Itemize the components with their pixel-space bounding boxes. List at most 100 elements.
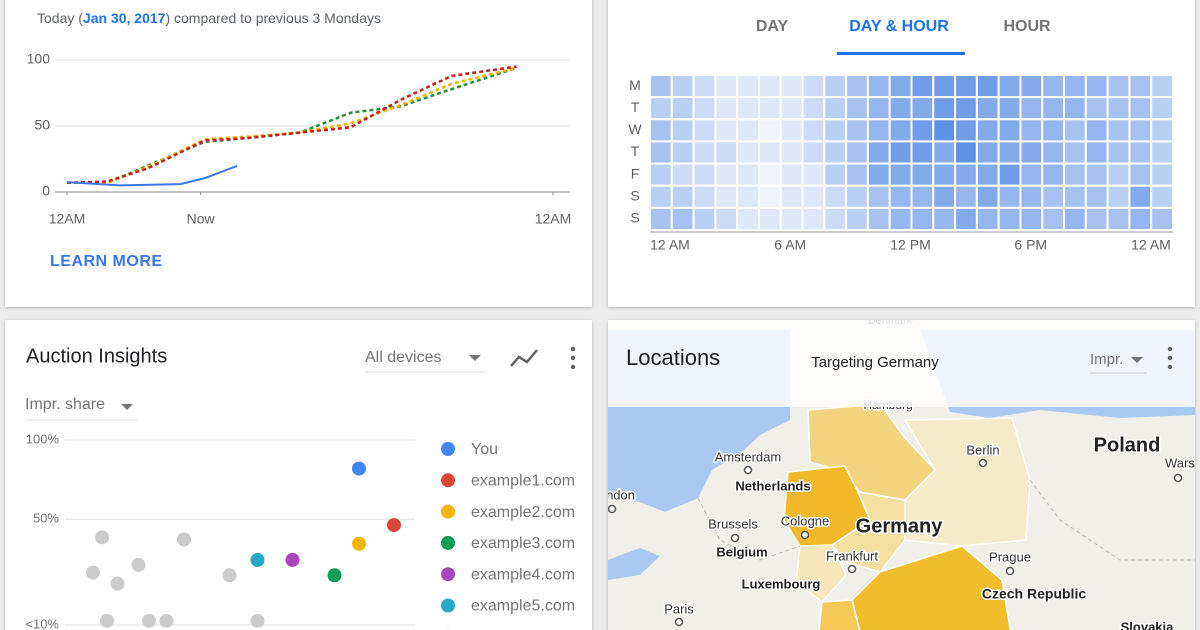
y-tick-label: 100% [26,431,60,446]
map-label: Netherlands [735,478,810,493]
heat-cell [975,140,1000,165]
dropdown-arrow[interactable] [469,355,481,361]
trend-icon[interactable] [510,349,538,367]
heat-cell [845,184,869,209]
heat-cell [997,118,1022,143]
heat-cell [1150,184,1175,209]
heat-cell [757,118,782,143]
heat-cell [801,96,826,121]
heat-cell [975,184,1000,209]
heat-cell [1106,140,1131,165]
x-tick-label: 12AM [49,211,86,227]
heat-cell [1041,184,1066,209]
metric-dropdown[interactable]: Impr. share [25,396,105,413]
heat-cell [888,184,913,209]
row-label: T [631,143,640,159]
point [327,568,342,583]
map-label: Frankfurt [826,548,878,563]
sea [608,548,660,580]
heat-cell [714,184,739,209]
point [95,530,110,545]
heat-cell [1041,74,1066,99]
heat-cell [649,162,673,187]
row-label: F [631,165,640,181]
heat-cell [910,96,935,121]
heat-cell [757,184,782,209]
heat-cell [1128,74,1153,99]
more-menu[interactable] [570,346,576,370]
legend-swatch [441,598,455,613]
heat-cell [888,140,913,165]
legend-swatch [441,473,455,488]
legend-swatch [441,535,455,550]
heat-cell [670,162,695,187]
heat-cell [779,184,804,209]
city-dot [1173,473,1183,483]
heat-cell [823,206,848,232]
legend-label: example1.com [471,473,575,490]
card-title: Locations [626,345,720,370]
map-label: Czech Republic [982,586,1086,602]
y-tick-label: 100 [27,51,51,67]
tab[interactable]: DAY [756,18,789,35]
y-tick-label: 50% [33,511,59,526]
heat-cell [910,206,935,232]
heat-cell [1041,96,1066,121]
heat-cell [845,206,869,232]
heat-cell [866,206,891,232]
point [131,557,146,572]
map-label: Luxembourg [742,576,821,591]
metric-dropdown[interactable]: Impr. [1090,351,1123,368]
heat-cell [1084,184,1109,209]
regions [783,403,1031,630]
point [159,613,174,628]
heat-cell [779,96,804,121]
heat-cell [757,206,782,232]
point [100,613,114,628]
city-dot [608,504,617,514]
series-line [67,66,517,185]
heat-cell [888,74,913,99]
city-dot [978,458,988,468]
learn-more-link[interactable]: LEARN MORE [50,253,163,270]
heat-cell [1084,118,1109,143]
heat-cell [888,206,913,232]
heat-cell [1063,118,1087,143]
heat-cell [823,140,848,165]
heat-cell [779,118,804,143]
heat-cell [736,74,760,99]
device-dropdown[interactable]: All devices [365,349,441,366]
more-menu[interactable] [1167,346,1173,370]
card-title: Auction Insights [26,345,167,367]
city-dot [1005,566,1015,576]
point [222,568,237,583]
tab[interactable]: DAY & HOUR [849,18,949,35]
point [285,552,300,567]
map-label: Brussels [708,516,758,531]
heat-cell [1150,162,1175,187]
tab[interactable]: HOUR [1003,18,1051,35]
point [177,532,191,547]
dropdown-arrow[interactable] [1131,357,1143,363]
heat-cell [714,74,739,99]
subtitle-suffix: ) compared to previous 3 Mondays [165,10,381,26]
row-label: M [629,77,641,93]
point [352,536,366,551]
heat-cell [1150,96,1175,121]
dropdown-arrow[interactable] [121,404,133,410]
x-label: 12 AM [650,237,690,253]
heat-cell [670,184,695,209]
heat-cell [997,96,1022,121]
heat-cell [975,118,1000,143]
heat-cell [692,140,717,165]
heat-cell [997,184,1022,209]
heat-cell [932,140,957,165]
map-label: Warsaw [1165,455,1200,470]
city-dot [743,465,753,475]
region [830,491,906,573]
x-label: 12 AM [1131,237,1171,253]
legend-label: example4.com [471,566,575,583]
heat-cell [975,206,1000,232]
heat-cell [670,96,695,121]
legend-swatch [441,504,455,519]
